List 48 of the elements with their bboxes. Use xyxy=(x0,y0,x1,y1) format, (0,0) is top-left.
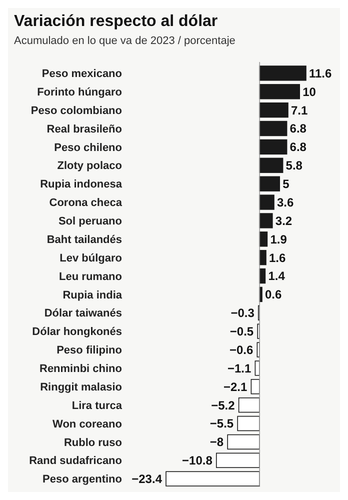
data-label: −8 xyxy=(210,435,224,450)
y-tick-label: Dólar taiwanés xyxy=(44,308,122,320)
data-label: 6.8 xyxy=(290,122,307,136)
y-tick-label: Rand sudafricano xyxy=(29,455,122,468)
data-label: −0.5 xyxy=(230,324,254,339)
y-tick-label: Peso colombiano xyxy=(30,104,122,117)
y-tick-label: Lev búlgaro xyxy=(60,252,122,264)
y-tick-label: Leu rumano xyxy=(59,270,122,283)
y-tick-label: Lira turca xyxy=(72,400,123,412)
data-label: 5 xyxy=(282,177,290,192)
y-tick-label: Corona checa xyxy=(49,197,123,210)
y-tick-label: Zloty polaco xyxy=(57,160,122,172)
data-label: −5.5 xyxy=(210,416,234,431)
data-label: 0.6 xyxy=(265,288,282,302)
y-tick-label: Renminbi chino xyxy=(40,363,122,376)
y-tick-label: Peso filipino xyxy=(56,344,122,357)
data-label: −5.2 xyxy=(211,398,236,412)
data-label: 1.6 xyxy=(269,250,286,265)
y-tick-label: Rupia indonesa xyxy=(40,178,123,191)
y-tick-label: Forinto húngaro xyxy=(37,86,122,98)
data-label: 10 xyxy=(302,84,316,99)
data-label: 3.2 xyxy=(275,214,292,228)
data-label: −10.8 xyxy=(182,454,213,468)
y-tick-label: Baht tailandés xyxy=(46,234,122,246)
y-tick-label: Won coreano xyxy=(52,418,122,430)
data-label: 1.9 xyxy=(270,232,288,246)
y-tick-label: Peso argentino xyxy=(42,474,122,486)
data-label: −23.4 xyxy=(132,472,162,486)
y-tick-label: Ringgit malasio xyxy=(40,381,122,394)
data-label: −0.6 xyxy=(229,342,254,357)
y-tick-label: Peso chileno xyxy=(54,142,122,154)
data-label: −1.1 xyxy=(227,361,252,376)
data-label: 7.1 xyxy=(291,103,308,118)
data-label: 3.6 xyxy=(277,195,294,210)
y-tick-label: Real brasileño xyxy=(46,123,122,136)
data-label: 5.8 xyxy=(286,158,303,173)
data-label: 6.8 xyxy=(290,140,307,154)
chart-title: Variación respecto al dólar xyxy=(14,13,218,30)
y-tick-label: Dólar hongkonés xyxy=(32,326,122,338)
chart-subtitle: Acumulado en lo que va de 2023 / porcentaje xyxy=(14,35,236,47)
y-tick-label: Rublo ruso xyxy=(64,436,122,449)
data-label: 1.4 xyxy=(268,269,286,284)
data-label: −2.1 xyxy=(223,380,248,394)
y-tick-label: Peso mexicano xyxy=(42,68,122,80)
data-label: 11.6 xyxy=(309,66,332,80)
data-label: −0.3 xyxy=(230,306,255,320)
y-tick-label: Rupia india xyxy=(62,289,123,302)
y-tick-label: Sol peruano xyxy=(58,216,122,228)
